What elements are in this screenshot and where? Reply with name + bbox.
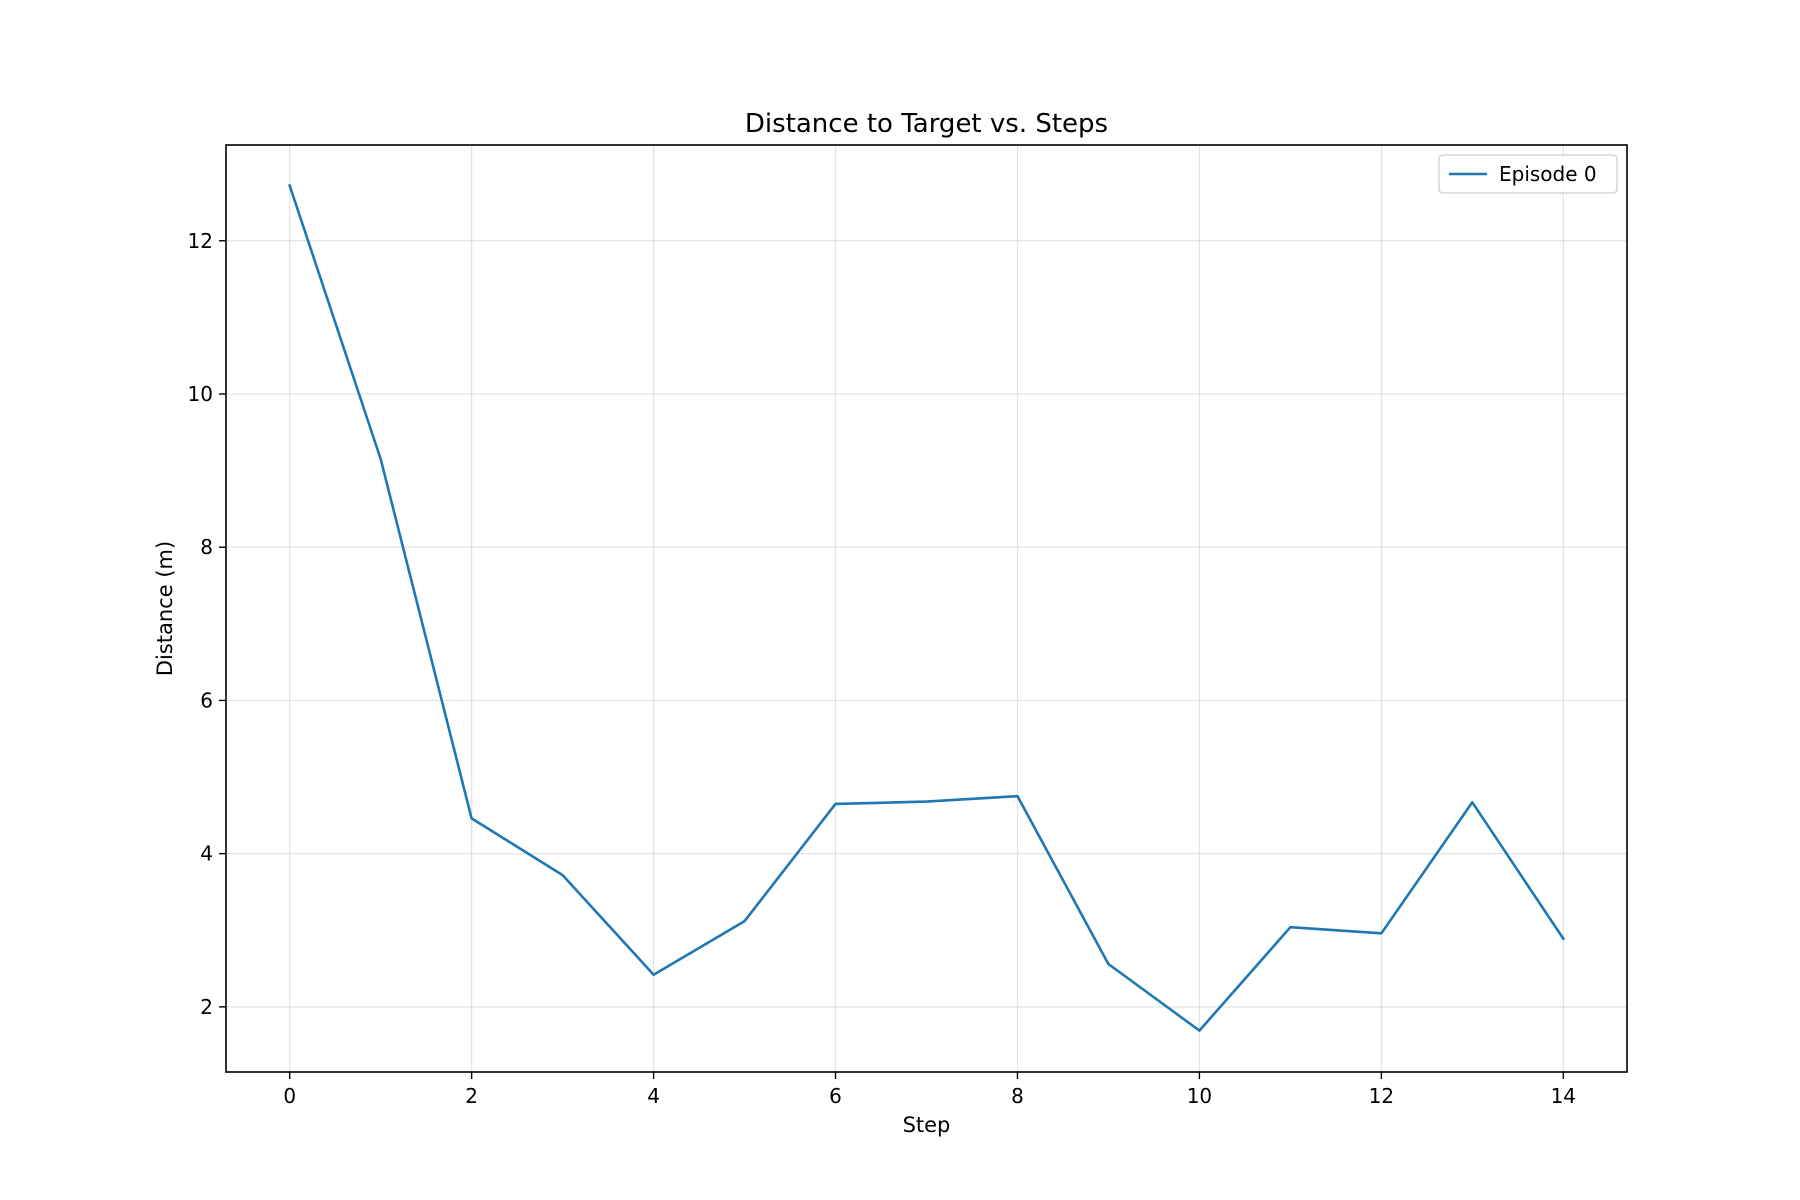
y-axis-ticks: 2 4 6 8 10 12 bbox=[188, 229, 226, 1019]
x-axis-ticks: 0 2 4 6 8 10 12 14 bbox=[283, 1072, 1576, 1108]
x-tick-label: 0 bbox=[283, 1084, 296, 1108]
y-tick-label: 10 bbox=[188, 382, 213, 406]
x-axis-label: Step bbox=[903, 1113, 951, 1137]
y-tick-label: 2 bbox=[200, 995, 213, 1019]
legend: Episode 0 bbox=[1438, 154, 1618, 194]
grid-lines bbox=[226, 145, 1627, 1072]
x-tick-label: 6 bbox=[829, 1084, 842, 1108]
y-tick-label: 12 bbox=[188, 229, 213, 253]
x-tick-label: 2 bbox=[465, 1084, 478, 1108]
chart-title: Distance to Target vs. Steps bbox=[745, 109, 1108, 139]
x-tick-label: 8 bbox=[1011, 1084, 1024, 1108]
series-line-episode-0 bbox=[288, 183, 1566, 1032]
y-axis-label: Distance (m) bbox=[153, 541, 177, 676]
x-tick-label: 10 bbox=[1187, 1084, 1212, 1108]
y-tick-label: 6 bbox=[200, 688, 213, 712]
x-tick-label: 14 bbox=[1551, 1084, 1576, 1108]
y-tick-label: 4 bbox=[200, 842, 213, 866]
series-layer bbox=[288, 183, 1566, 1032]
legend-label-episode-0: Episode 0 bbox=[1499, 162, 1597, 186]
plot-area-frame bbox=[225, 144, 1628, 1073]
x-tick-label: 4 bbox=[647, 1084, 660, 1108]
x-tick-label: 12 bbox=[1369, 1084, 1394, 1108]
y-tick-label: 8 bbox=[200, 535, 213, 559]
legend-box bbox=[1438, 154, 1618, 194]
